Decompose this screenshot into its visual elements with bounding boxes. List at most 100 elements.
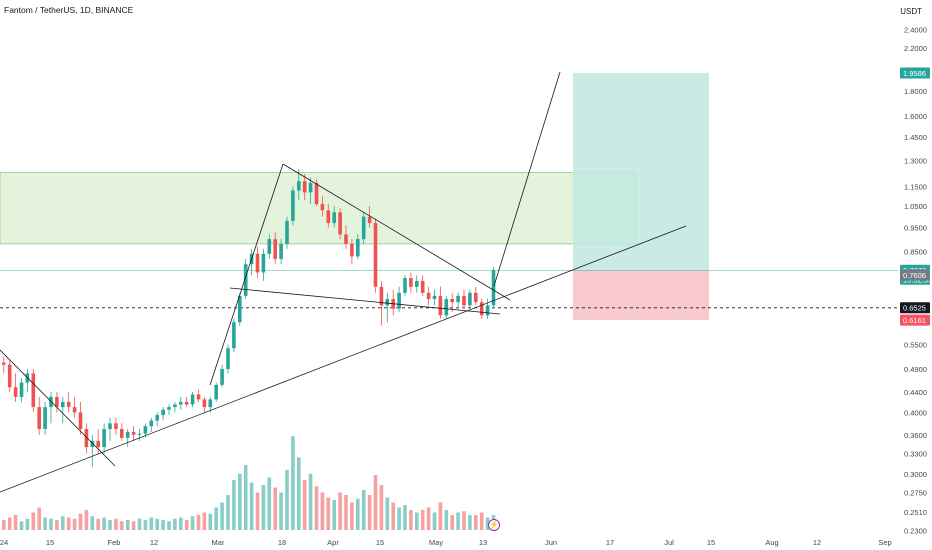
volume-bar bbox=[397, 507, 401, 530]
candle-body bbox=[43, 407, 47, 430]
volume-bar bbox=[108, 520, 112, 530]
symbol-title[interactable]: Fantom / TetherUS, 1D, BINANCE bbox=[4, 5, 134, 15]
price-tick-label: 0.9500 bbox=[904, 224, 927, 233]
price-tick-label: 0.4900 bbox=[904, 365, 927, 374]
price-badge bbox=[900, 314, 930, 326]
candle-body bbox=[438, 295, 443, 316]
candle-body bbox=[462, 295, 466, 306]
volume-bar bbox=[125, 520, 130, 530]
stop-zone bbox=[573, 270, 709, 321]
volume-bar bbox=[314, 486, 319, 530]
time-tick-label: 13 bbox=[479, 538, 487, 547]
candle-body bbox=[179, 401, 183, 405]
price-badge bbox=[900, 67, 930, 79]
volume-bar bbox=[456, 512, 460, 530]
time-tick-label: Jun bbox=[545, 538, 557, 547]
time-axis[interactable]: 24 15 Feb 12 Mar 18 Apr 15 May 13 Jun 17 Jul 15 Aug 12 S… bbox=[0, 538, 892, 547]
candle-body bbox=[96, 440, 100, 448]
price-tick-label: 1.3000 bbox=[904, 157, 927, 166]
candle-body bbox=[279, 243, 283, 259]
wedge-lower-line bbox=[229, 287, 501, 315]
price-badge bbox=[900, 302, 930, 314]
candle-body bbox=[114, 423, 118, 430]
candle-body bbox=[361, 216, 366, 240]
volume-bar bbox=[426, 507, 431, 530]
candle-body bbox=[173, 404, 177, 408]
volume-bar bbox=[55, 520, 59, 530]
volume-bar bbox=[19, 521, 24, 530]
volume-bar bbox=[196, 515, 201, 530]
volume-bar bbox=[131, 521, 136, 530]
candle-body bbox=[13, 387, 18, 397]
volume-bar bbox=[31, 512, 36, 530]
candle-body bbox=[7, 364, 12, 388]
candle-body bbox=[226, 348, 230, 370]
candle-body bbox=[468, 292, 472, 306]
downtrend-line-left bbox=[0, 349, 116, 467]
price-badge-label: 0.6525 bbox=[903, 304, 926, 313]
price-axis[interactable]: 2.4000 2.2000 1.8000 1.6000 1.4500 1.3000 1.15… bbox=[904, 26, 927, 536]
candle-body bbox=[285, 220, 289, 244]
time-tick-label: 18 bbox=[278, 538, 286, 547]
price-tick-label: 0.4400 bbox=[904, 388, 927, 397]
volume-bar bbox=[273, 487, 277, 530]
candle-body bbox=[338, 212, 342, 235]
trendlines[interactable] bbox=[0, 71, 687, 493]
volume-bar bbox=[96, 518, 100, 530]
volume-bar bbox=[120, 521, 124, 530]
price-tick-label: 1.8000 bbox=[904, 87, 927, 96]
volume-bar bbox=[291, 436, 295, 530]
candle-body bbox=[326, 210, 331, 224]
candle-body bbox=[90, 440, 95, 448]
candle-body bbox=[420, 280, 425, 293]
time-tick-label: May bbox=[429, 538, 443, 547]
candle-body bbox=[426, 292, 431, 299]
time-tick-label: 15 bbox=[707, 538, 715, 547]
candle-body bbox=[184, 401, 189, 405]
candle-body bbox=[415, 280, 419, 287]
candle-body bbox=[61, 401, 65, 408]
volume-bar bbox=[308, 473, 313, 530]
price-tick-label: 1.0500 bbox=[904, 202, 927, 211]
volume-bar bbox=[409, 510, 413, 530]
candle-body bbox=[302, 181, 307, 193]
candle-body bbox=[344, 234, 348, 244]
projection-line bbox=[493, 71, 561, 287]
candle-body bbox=[137, 433, 142, 435]
volume-bar bbox=[391, 502, 395, 530]
volume-bar bbox=[267, 477, 272, 530]
drawing-zones[interactable] bbox=[0, 72, 898, 321]
volume-bar bbox=[302, 480, 307, 530]
volume-bar bbox=[190, 516, 195, 530]
volume-bar bbox=[149, 517, 154, 530]
time-tick-label: Sep bbox=[878, 538, 891, 547]
candle-body bbox=[491, 270, 496, 306]
candle-body bbox=[19, 382, 24, 397]
candle-body bbox=[232, 322, 236, 349]
candle-body bbox=[485, 305, 490, 316]
volume-bar bbox=[420, 510, 425, 530]
volume-bar bbox=[78, 513, 83, 530]
price-tick-label: 0.2510 bbox=[904, 508, 927, 517]
wedge-upper-line bbox=[282, 163, 511, 301]
volume-bar bbox=[220, 502, 224, 530]
candle-body bbox=[432, 295, 437, 299]
candle-body bbox=[78, 412, 83, 430]
tradingview-logo-icon: ⚡ bbox=[488, 519, 500, 531]
candle-body bbox=[149, 420, 154, 427]
volume-bar bbox=[462, 511, 466, 530]
volume-bar bbox=[379, 485, 384, 530]
volume-bar bbox=[84, 510, 89, 530]
volume-bar bbox=[356, 498, 360, 530]
volume-bar bbox=[367, 495, 372, 530]
candle-body bbox=[84, 429, 89, 448]
candle-body bbox=[314, 183, 319, 205]
candle-body bbox=[167, 407, 171, 410]
volume-bar bbox=[249, 482, 254, 530]
candle-body bbox=[108, 423, 112, 430]
volume-bar bbox=[485, 517, 490, 530]
time-tick-label: 15 bbox=[376, 538, 384, 547]
